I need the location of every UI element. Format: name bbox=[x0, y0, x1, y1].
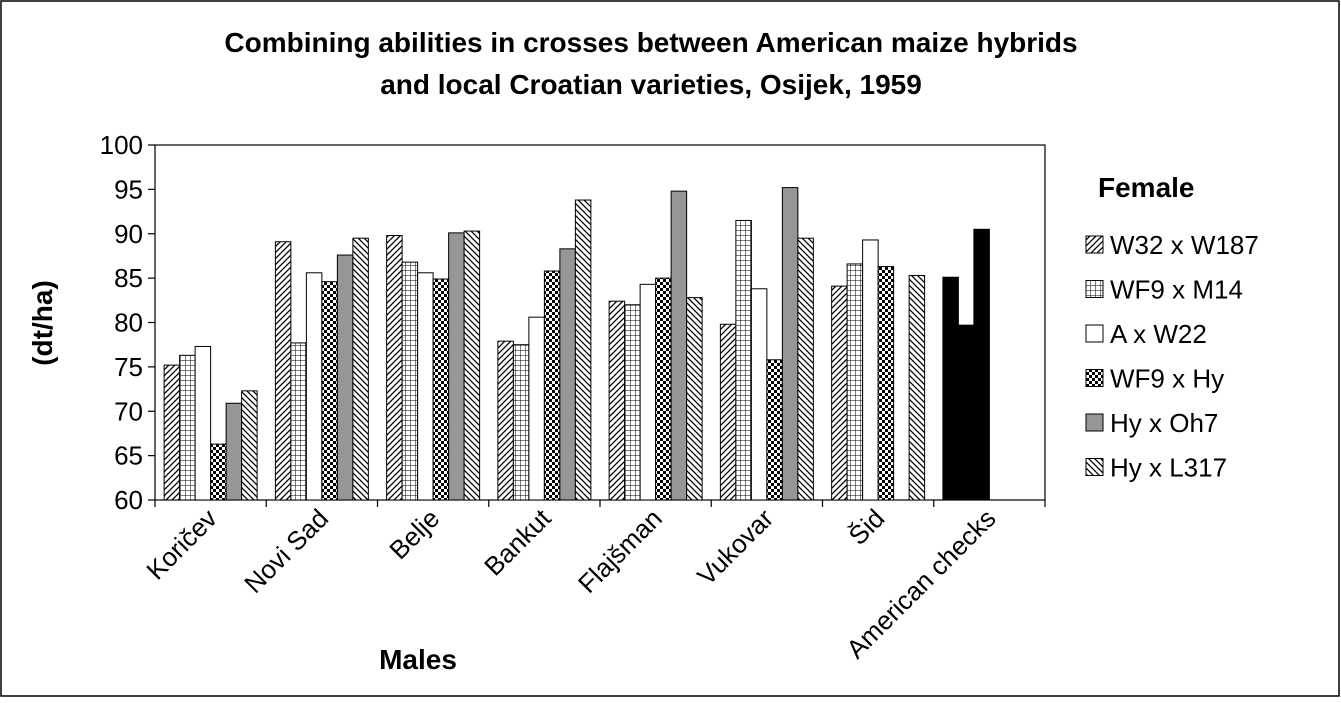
bar-wf9-x-hy-1 bbox=[321, 281, 338, 501]
bar-a-x-w22-6 bbox=[862, 239, 879, 501]
x-category-label: Koričev bbox=[140, 503, 223, 586]
legend-swatch bbox=[1085, 413, 1104, 432]
y-tick-label: 85 bbox=[114, 263, 143, 293]
y-tick-label: 70 bbox=[114, 396, 143, 426]
y-axis-title: (dt/ha) bbox=[27, 280, 58, 366]
bars bbox=[163, 187, 990, 501]
y-tick-label: 90 bbox=[114, 219, 143, 249]
bar-a-x-w22-1 bbox=[305, 272, 323, 501]
bar-hy-x-l317-1 bbox=[352, 237, 369, 501]
legend-label: Hy x L317 bbox=[1110, 453, 1227, 483]
bar-w32-x-w187-5 bbox=[719, 323, 737, 501]
y-tick-label: 100 bbox=[100, 130, 143, 160]
bar-hy-x-oh7-4 bbox=[670, 190, 688, 501]
bar-w32-x-w187-1 bbox=[274, 241, 292, 501]
x-axis: Koričev Novi Sad Belje Bankut Flajšman Vukova… bbox=[140, 500, 1046, 664]
bar-hy-x-l317-6 bbox=[908, 274, 926, 501]
legend: Female W32 x W187 WF9 x M14 A x W22 WF9 x H… bbox=[1085, 172, 1259, 483]
legend-swatch bbox=[1085, 280, 1104, 298]
x-category-label: Novi Sad bbox=[238, 503, 334, 599]
bar-hy-x-oh7-5 bbox=[781, 187, 799, 501]
bar-wf9-x-m14-5 bbox=[735, 219, 752, 501]
chart-title-line-1: Combining abilities in crosses between A… bbox=[224, 27, 1077, 58]
bar-hy-x-l317-3 bbox=[574, 199, 592, 501]
legend-swatch bbox=[1085, 324, 1104, 343]
bar-wf9-x-hy-6 bbox=[877, 266, 895, 501]
x-category-label: Šid bbox=[843, 503, 891, 551]
bar-w32-x-w187-0 bbox=[163, 364, 181, 501]
bar-a-x-w22-4 bbox=[639, 283, 657, 501]
x-category-label: Bankut bbox=[478, 502, 557, 581]
bar-wf9-x-m14-3 bbox=[512, 344, 530, 501]
bar-wf9-x-hy-4 bbox=[655, 277, 672, 501]
y-tick-label: 95 bbox=[114, 174, 143, 204]
bar-hy-x-oh7-1 bbox=[336, 254, 354, 501]
x-category-label: Vukovar bbox=[691, 503, 779, 591]
bar-wf9-x-m14-2 bbox=[401, 261, 419, 501]
bar-wf9-x-m14-1 bbox=[290, 342, 307, 501]
y-tick-label: 60 bbox=[114, 485, 143, 515]
bar-hy-x-oh7-0 bbox=[225, 402, 243, 501]
bar-w32-x-w187-6 bbox=[831, 285, 848, 501]
bar-a-x-w22-3 bbox=[528, 316, 545, 501]
bar-hy-x-l317-5 bbox=[797, 237, 814, 501]
bar-hy-x-l317-4 bbox=[686, 297, 703, 501]
legend-label: W32 x W187 bbox=[1110, 230, 1259, 260]
bar-hy-x-oh7-3 bbox=[559, 248, 576, 501]
bar-hy-x-oh7-2 bbox=[448, 232, 465, 501]
bar-hy-x-l317-2 bbox=[463, 230, 481, 501]
bar-w32-x-w187-3 bbox=[497, 340, 514, 501]
bar-wf9-x-hy-0 bbox=[210, 443, 227, 501]
bar-wf9-x-hy-3 bbox=[543, 270, 561, 501]
legend-swatch bbox=[1085, 235, 1104, 254]
legend-title: Female bbox=[1098, 172, 1195, 203]
legend-label: WF9 x Hy bbox=[1110, 364, 1224, 394]
bar-a-x-w22-5 bbox=[750, 288, 768, 501]
legend-label: A x W22 bbox=[1110, 319, 1207, 349]
bar-a-x-w22-0 bbox=[194, 345, 212, 501]
bar-w32-x-w187-7 bbox=[942, 276, 959, 501]
bar-a-x-w22-2 bbox=[417, 272, 434, 501]
legend-label: Hy x Oh7 bbox=[1110, 408, 1218, 438]
x-category-label: Belje bbox=[383, 503, 445, 565]
bar-wf9-x-hy-2 bbox=[432, 278, 450, 501]
y-axis: 60 65 70 75 80 85 90 95 100 bbox=[100, 130, 155, 515]
x-category-label: Flajšman bbox=[572, 503, 668, 599]
bar-wf9-x-m14-4 bbox=[624, 304, 641, 501]
bar-wf9-x-m14-6 bbox=[846, 263, 864, 501]
bar-wf9-x-hy-5 bbox=[766, 359, 783, 501]
bar-w32-x-w187-4 bbox=[608, 300, 626, 501]
y-tick-label: 80 bbox=[114, 308, 143, 338]
bar-wf9-x-m14-0 bbox=[179, 354, 196, 501]
bar-a-x-w22-7 bbox=[973, 228, 990, 501]
chart-title-line-2: and local Croatian varieties, Osijek, 19… bbox=[380, 69, 922, 100]
bar-wf9-x-m14-7 bbox=[957, 324, 975, 501]
x-axis-title: Males bbox=[379, 644, 457, 675]
y-tick-label: 75 bbox=[114, 352, 143, 382]
legend-swatch bbox=[1085, 369, 1104, 387]
legend-label: WF9 x M14 bbox=[1110, 275, 1243, 305]
bar-w32-x-w187-2 bbox=[386, 235, 403, 501]
y-tick-label: 65 bbox=[114, 441, 143, 471]
bar-hy-x-l317-0 bbox=[241, 390, 258, 501]
legend-swatch bbox=[1085, 458, 1104, 476]
